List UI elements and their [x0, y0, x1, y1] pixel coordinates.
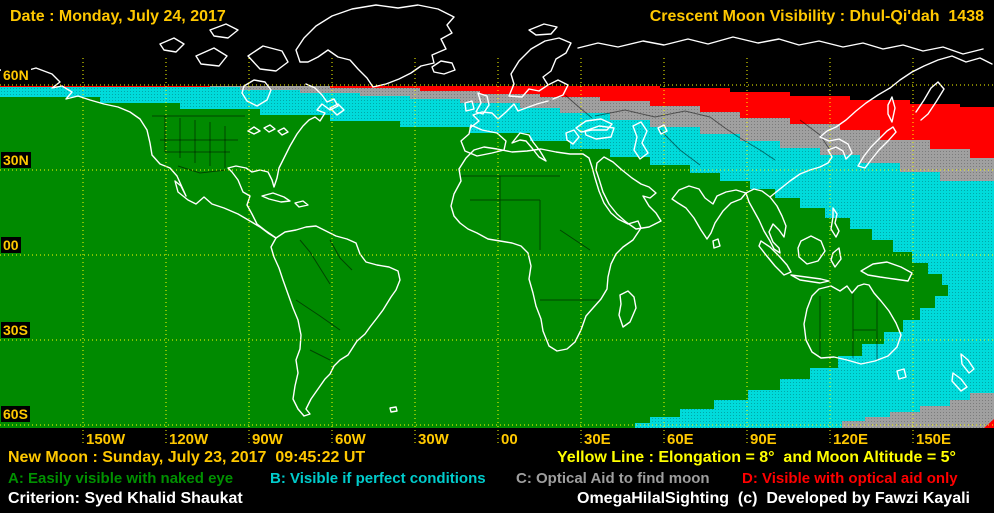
lon-label-120e: 120E	[833, 431, 869, 448]
lat-label-30s: 30S	[1, 322, 30, 338]
criterion-label: Criterion: Syed Khalid Shaukat	[8, 490, 243, 507]
new-moon-label: New Moon : Sunday, July 23, 2017 09:45:2…	[8, 449, 366, 466]
lon-label-150e: 150E	[916, 431, 952, 448]
credit-label: OmegaHilalSighting (c) Developed by Fawz…	[577, 490, 970, 507]
lon-label-30e: 30E	[584, 431, 611, 448]
lon-label-150w: 150W	[86, 431, 126, 448]
date-label: Date : Monday, July 24, 2017	[10, 8, 226, 25]
coastlines	[0, 4, 993, 417]
lat-label-30n: 30N	[1, 152, 31, 168]
map-bottom-margin	[0, 428, 994, 430]
yellow-line-note: Yellow Line : Elongation = 8° and Moon A…	[557, 449, 956, 466]
legend-b: B: Visible if perfect conditions	[270, 470, 486, 487]
legend-a: A: Easily visible with naked eye	[8, 470, 234, 487]
lon-label-30w: 30W	[418, 431, 449, 448]
legend-d: D: Visible with optical aid only	[742, 470, 958, 487]
lon-label-00: 00	[501, 431, 518, 448]
lon-label-60e: 60E	[667, 431, 694, 448]
lon-label-60w: 60W	[335, 431, 366, 448]
lat-label-00: 00	[1, 237, 21, 253]
zone-d-red-corner	[984, 419, 994, 428]
lat-label-60s: 60S	[1, 406, 30, 422]
graticule-gridlines	[0, 58, 994, 446]
country-borders	[152, 94, 878, 361]
lat-label-60n: 60N	[1, 67, 31, 83]
page-title: Crescent Moon Visibility : Dhul-Qi'dah 1…	[649, 8, 984, 25]
lon-label-120w: 120W	[169, 431, 209, 448]
lon-label-90w: 90W	[252, 431, 283, 448]
legend-c: C: Optical Aid to find moon	[516, 470, 710, 487]
lon-label-90e: 90E	[750, 431, 777, 448]
